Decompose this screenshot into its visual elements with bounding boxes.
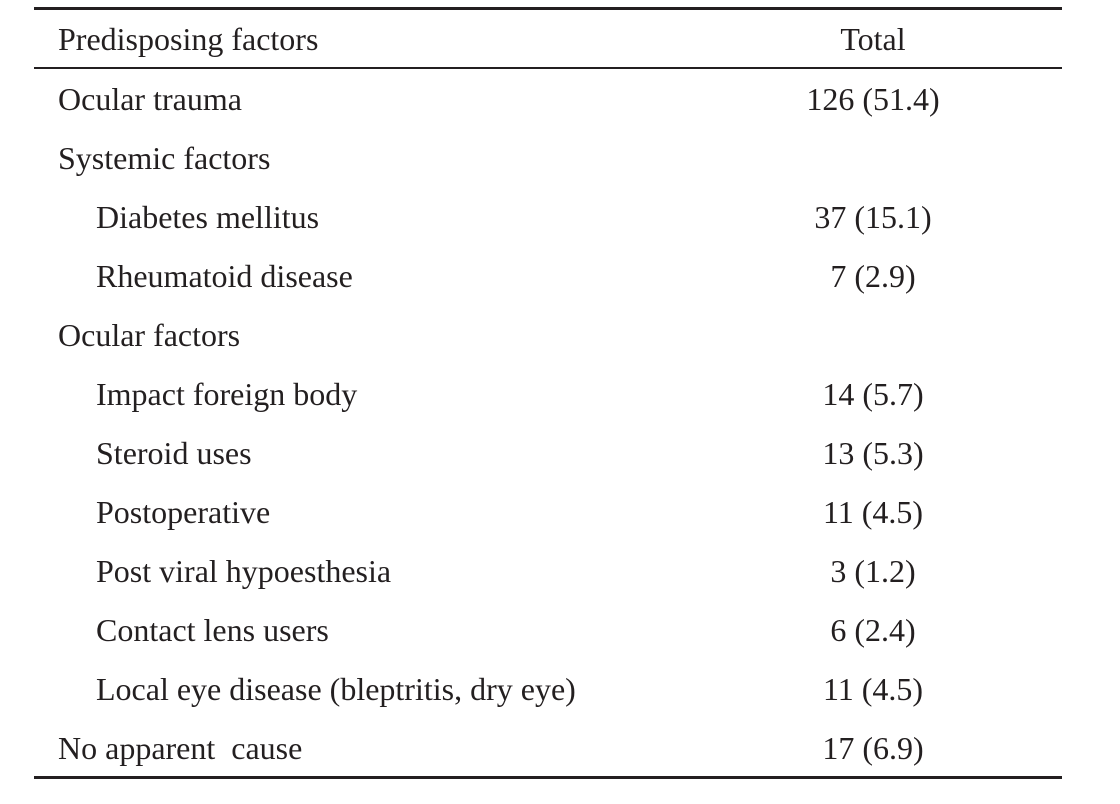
table-row-systemic-factors: Systemic factors	[0, 129, 1120, 188]
table-top-rule	[34, 7, 1062, 10]
header-total: Total	[840, 21, 906, 57]
header-predisposing-factors: Predisposing factors	[58, 21, 319, 57]
row-value: 13 (5.3)	[822, 435, 924, 471]
row-value: 11 (4.5)	[822, 671, 924, 707]
table-row-ocular-factors: Ocular factors	[0, 306, 1120, 365]
row-label: Impact foreign body	[96, 376, 358, 412]
table-row-rheumatoid-disease: Rheumatoid disease 7 (2.9)	[0, 247, 1120, 306]
row-value: 6 (2.4)	[830, 612, 916, 648]
table-header-rule	[34, 67, 1062, 69]
table-row-steroid-uses: Steroid uses 13 (5.3)	[0, 424, 1120, 483]
table-header-row: Predisposing factors Total	[0, 10, 1120, 69]
row-label: Diabetes mellitus	[96, 199, 320, 235]
table-row-postoperative: Postoperative 11 (4.5)	[0, 483, 1120, 542]
table-row-contact-lens-users: Contact lens users 6 (2.4)	[0, 601, 1120, 660]
row-label: Post viral hypoesthesia	[96, 553, 392, 589]
row-group-label: Systemic factors	[58, 140, 271, 176]
table-row-impact-foreign-body: Impact foreign body 14 (5.7)	[0, 365, 1120, 424]
row-value: 37 (15.1)	[814, 199, 932, 235]
table-row-post-viral-hypoesthesia: Post viral hypoesthesia 3 (1.2)	[0, 542, 1120, 601]
row-label: Steroid uses	[96, 435, 252, 471]
table-row-ocular-trauma: Ocular trauma 126 (51.4)	[0, 70, 1120, 129]
table-row-no-apparent-cause: No apparent cause 17 (6.9)	[0, 719, 1120, 778]
row-value: 3 (1.2)	[830, 553, 916, 589]
row-label: Ocular trauma	[58, 81, 242, 117]
table-row-diabetes-mellitus: Diabetes mellitus 37 (15.1)	[0, 188, 1120, 247]
table-row-local-eye-disease: Local eye disease (bleptritis, dry eye) …	[0, 660, 1120, 719]
row-value: 17 (6.9)	[822, 730, 924, 766]
row-label: No apparent cause	[58, 730, 303, 766]
row-value: 11 (4.5)	[822, 494, 924, 530]
table-bottom-rule	[34, 776, 1062, 779]
row-value: 126 (51.4)	[806, 81, 940, 117]
row-group-label: Ocular factors	[58, 317, 241, 353]
row-label: Rheumatoid disease	[96, 258, 353, 294]
row-label: Local eye disease (bleptritis, dry eye)	[96, 671, 576, 707]
row-label: Contact lens users	[96, 612, 329, 648]
row-value: 7 (2.9)	[830, 258, 916, 294]
row-label: Postoperative	[96, 494, 271, 530]
row-value: 14 (5.7)	[822, 376, 924, 412]
